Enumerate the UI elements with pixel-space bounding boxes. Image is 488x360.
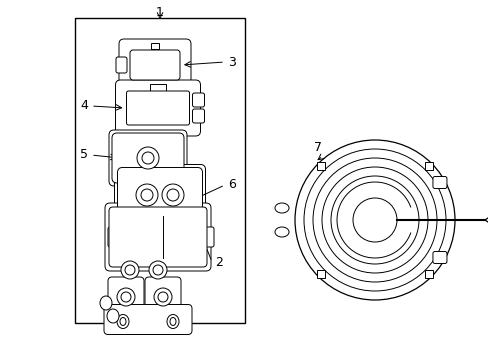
FancyBboxPatch shape <box>117 167 202 222</box>
Circle shape <box>141 189 153 201</box>
Circle shape <box>137 147 159 169</box>
FancyBboxPatch shape <box>119 39 191 91</box>
Text: 5: 5 <box>80 148 88 162</box>
FancyBboxPatch shape <box>109 130 186 186</box>
Circle shape <box>294 140 454 300</box>
FancyBboxPatch shape <box>130 50 180 80</box>
Circle shape <box>117 288 135 306</box>
Circle shape <box>167 189 179 201</box>
Ellipse shape <box>100 296 112 310</box>
Text: 4: 4 <box>80 99 88 112</box>
Circle shape <box>136 184 158 206</box>
FancyBboxPatch shape <box>109 207 206 267</box>
Bar <box>75 18 244 323</box>
Ellipse shape <box>167 315 179 328</box>
FancyBboxPatch shape <box>115 80 200 136</box>
Bar <box>150 84 165 91</box>
FancyBboxPatch shape <box>145 277 181 317</box>
Circle shape <box>121 292 131 302</box>
Ellipse shape <box>120 318 126 325</box>
Ellipse shape <box>274 203 288 213</box>
Text: 7: 7 <box>313 141 321 154</box>
Circle shape <box>121 261 139 279</box>
Text: 3: 3 <box>227 55 235 68</box>
FancyBboxPatch shape <box>192 109 204 123</box>
Ellipse shape <box>274 227 288 237</box>
Bar <box>317 270 325 278</box>
Text: 1: 1 <box>156 5 163 18</box>
FancyBboxPatch shape <box>116 57 127 73</box>
Ellipse shape <box>170 318 176 325</box>
Circle shape <box>352 198 396 242</box>
Bar <box>151 43 159 49</box>
FancyBboxPatch shape <box>114 165 205 225</box>
FancyBboxPatch shape <box>202 227 214 247</box>
Bar <box>424 162 432 170</box>
Circle shape <box>162 184 183 206</box>
Bar <box>424 270 432 278</box>
FancyBboxPatch shape <box>126 91 189 125</box>
Circle shape <box>149 261 167 279</box>
Circle shape <box>154 288 172 306</box>
Bar <box>317 162 325 170</box>
FancyBboxPatch shape <box>192 93 204 107</box>
Circle shape <box>142 152 154 164</box>
Circle shape <box>158 292 168 302</box>
FancyBboxPatch shape <box>432 176 446 189</box>
FancyBboxPatch shape <box>108 277 143 317</box>
FancyBboxPatch shape <box>112 133 183 183</box>
FancyBboxPatch shape <box>108 227 120 247</box>
Circle shape <box>153 265 163 275</box>
Ellipse shape <box>107 309 119 323</box>
FancyBboxPatch shape <box>432 252 446 264</box>
Text: 2: 2 <box>215 256 223 269</box>
Circle shape <box>125 265 135 275</box>
FancyBboxPatch shape <box>105 203 210 271</box>
Text: 6: 6 <box>227 179 235 192</box>
Ellipse shape <box>117 315 129 328</box>
FancyBboxPatch shape <box>104 305 192 334</box>
